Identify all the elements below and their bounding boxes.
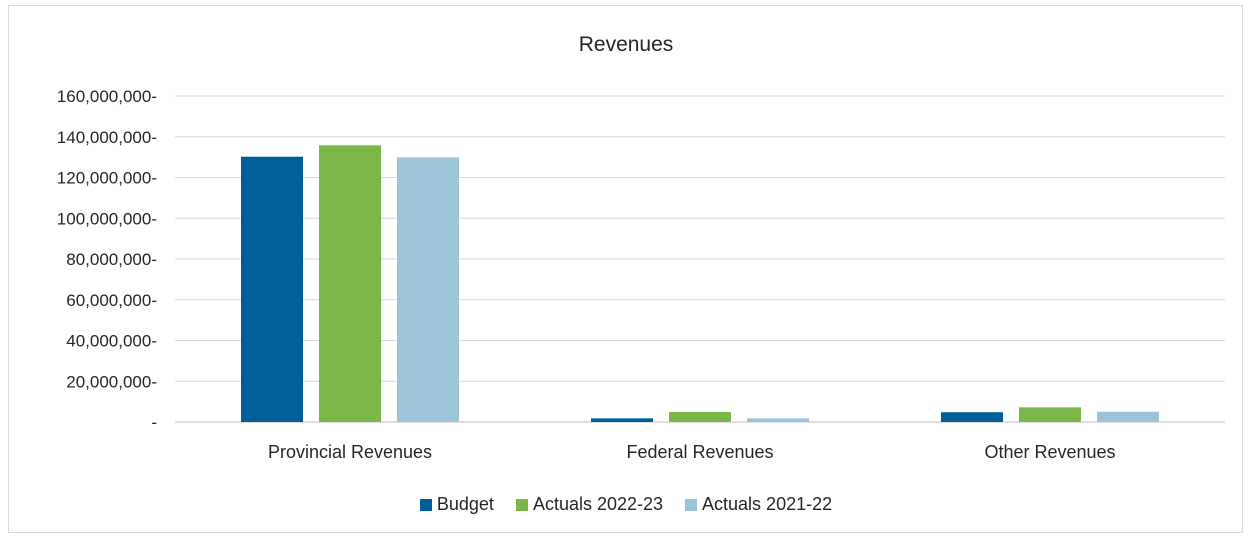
- chart-legend: Budget Actuals 2022-23 Actuals 2021-22: [0, 494, 1252, 515]
- bar: [747, 418, 809, 422]
- y-tick-label: 100,000,000-: [57, 209, 157, 228]
- chart-frame: [8, 5, 1243, 533]
- bar: [397, 157, 459, 423]
- legend-label: Actuals 2022-23: [532, 494, 664, 514]
- y-tick-label: 60,000,000-: [66, 291, 157, 310]
- y-tick-label: 20,000,000-: [66, 372, 157, 391]
- legend-label: Budget: [436, 494, 494, 514]
- bar: [669, 412, 731, 422]
- bar: [319, 145, 381, 422]
- bar: [941, 412, 1003, 422]
- y-tick-label: -: [151, 413, 157, 432]
- y-tick-label: 80,000,000-: [66, 250, 157, 269]
- bar: [241, 156, 303, 422]
- x-tick-label: Provincial Revenues: [268, 442, 432, 462]
- legend-swatch: [685, 498, 698, 511]
- chart-title: Revenues: [578, 33, 674, 56]
- bar: [1019, 407, 1081, 422]
- legend-item: Actuals 2021-22: [685, 494, 832, 515]
- x-tick-label: Federal Revenues: [626, 442, 773, 462]
- y-tick-label: 40,000,000-: [66, 332, 157, 351]
- x-tick-label: Other Revenues: [984, 442, 1115, 462]
- legend-label: Actuals 2021-22: [702, 494, 833, 514]
- y-tick-label: 160,000,000-: [57, 87, 157, 106]
- bar: [1097, 411, 1159, 422]
- legend-swatch: [515, 498, 528, 511]
- y-tick-label: 120,000,000-: [57, 169, 157, 188]
- legend-item: Actuals 2022-23: [515, 494, 664, 515]
- bar: [591, 418, 653, 422]
- legend-item: Budget: [419, 494, 494, 515]
- legend-swatch: [419, 498, 432, 511]
- y-tick-label: 140,000,000-: [57, 128, 157, 147]
